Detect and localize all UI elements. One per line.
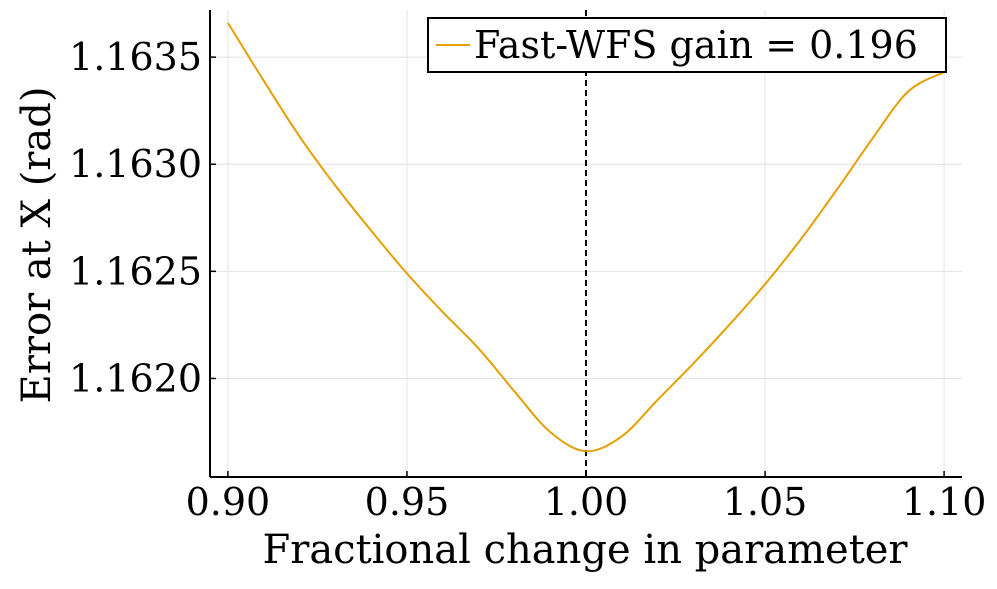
legend: Fast-WFS gain = 0.196 — [427, 17, 947, 73]
x-tick-label-3: 1.05 — [723, 480, 808, 524]
y-tick-label-1: 1.1625 — [69, 249, 202, 293]
x-ticks: 0.90 0.95 1.00 1.05 1.10 — [186, 471, 987, 524]
y-tick-label-2: 1.1630 — [69, 142, 202, 186]
legend-box — [427, 17, 947, 73]
y-ticks: 1.1620 1.1625 1.1630 1.1635 — [69, 35, 216, 400]
y-tick-label-0: 1.1620 — [69, 356, 202, 400]
x-axis-label: Fractional change in parameter — [262, 527, 908, 573]
x-tick-label-2: 1.00 — [544, 480, 629, 524]
series-layer — [227, 22, 945, 453]
series-line-0 — [227, 22, 945, 453]
x-tick-label-0: 0.90 — [186, 480, 271, 524]
y-tick-label-3: 1.1635 — [69, 35, 202, 79]
x-tick-label-1: 0.95 — [365, 480, 450, 524]
y-axis-label: Error at X (rad) — [14, 87, 60, 404]
x-tick-label-4: 1.10 — [902, 480, 987, 524]
legend-label: Fast-WFS gain = 0.196 — [474, 23, 918, 67]
